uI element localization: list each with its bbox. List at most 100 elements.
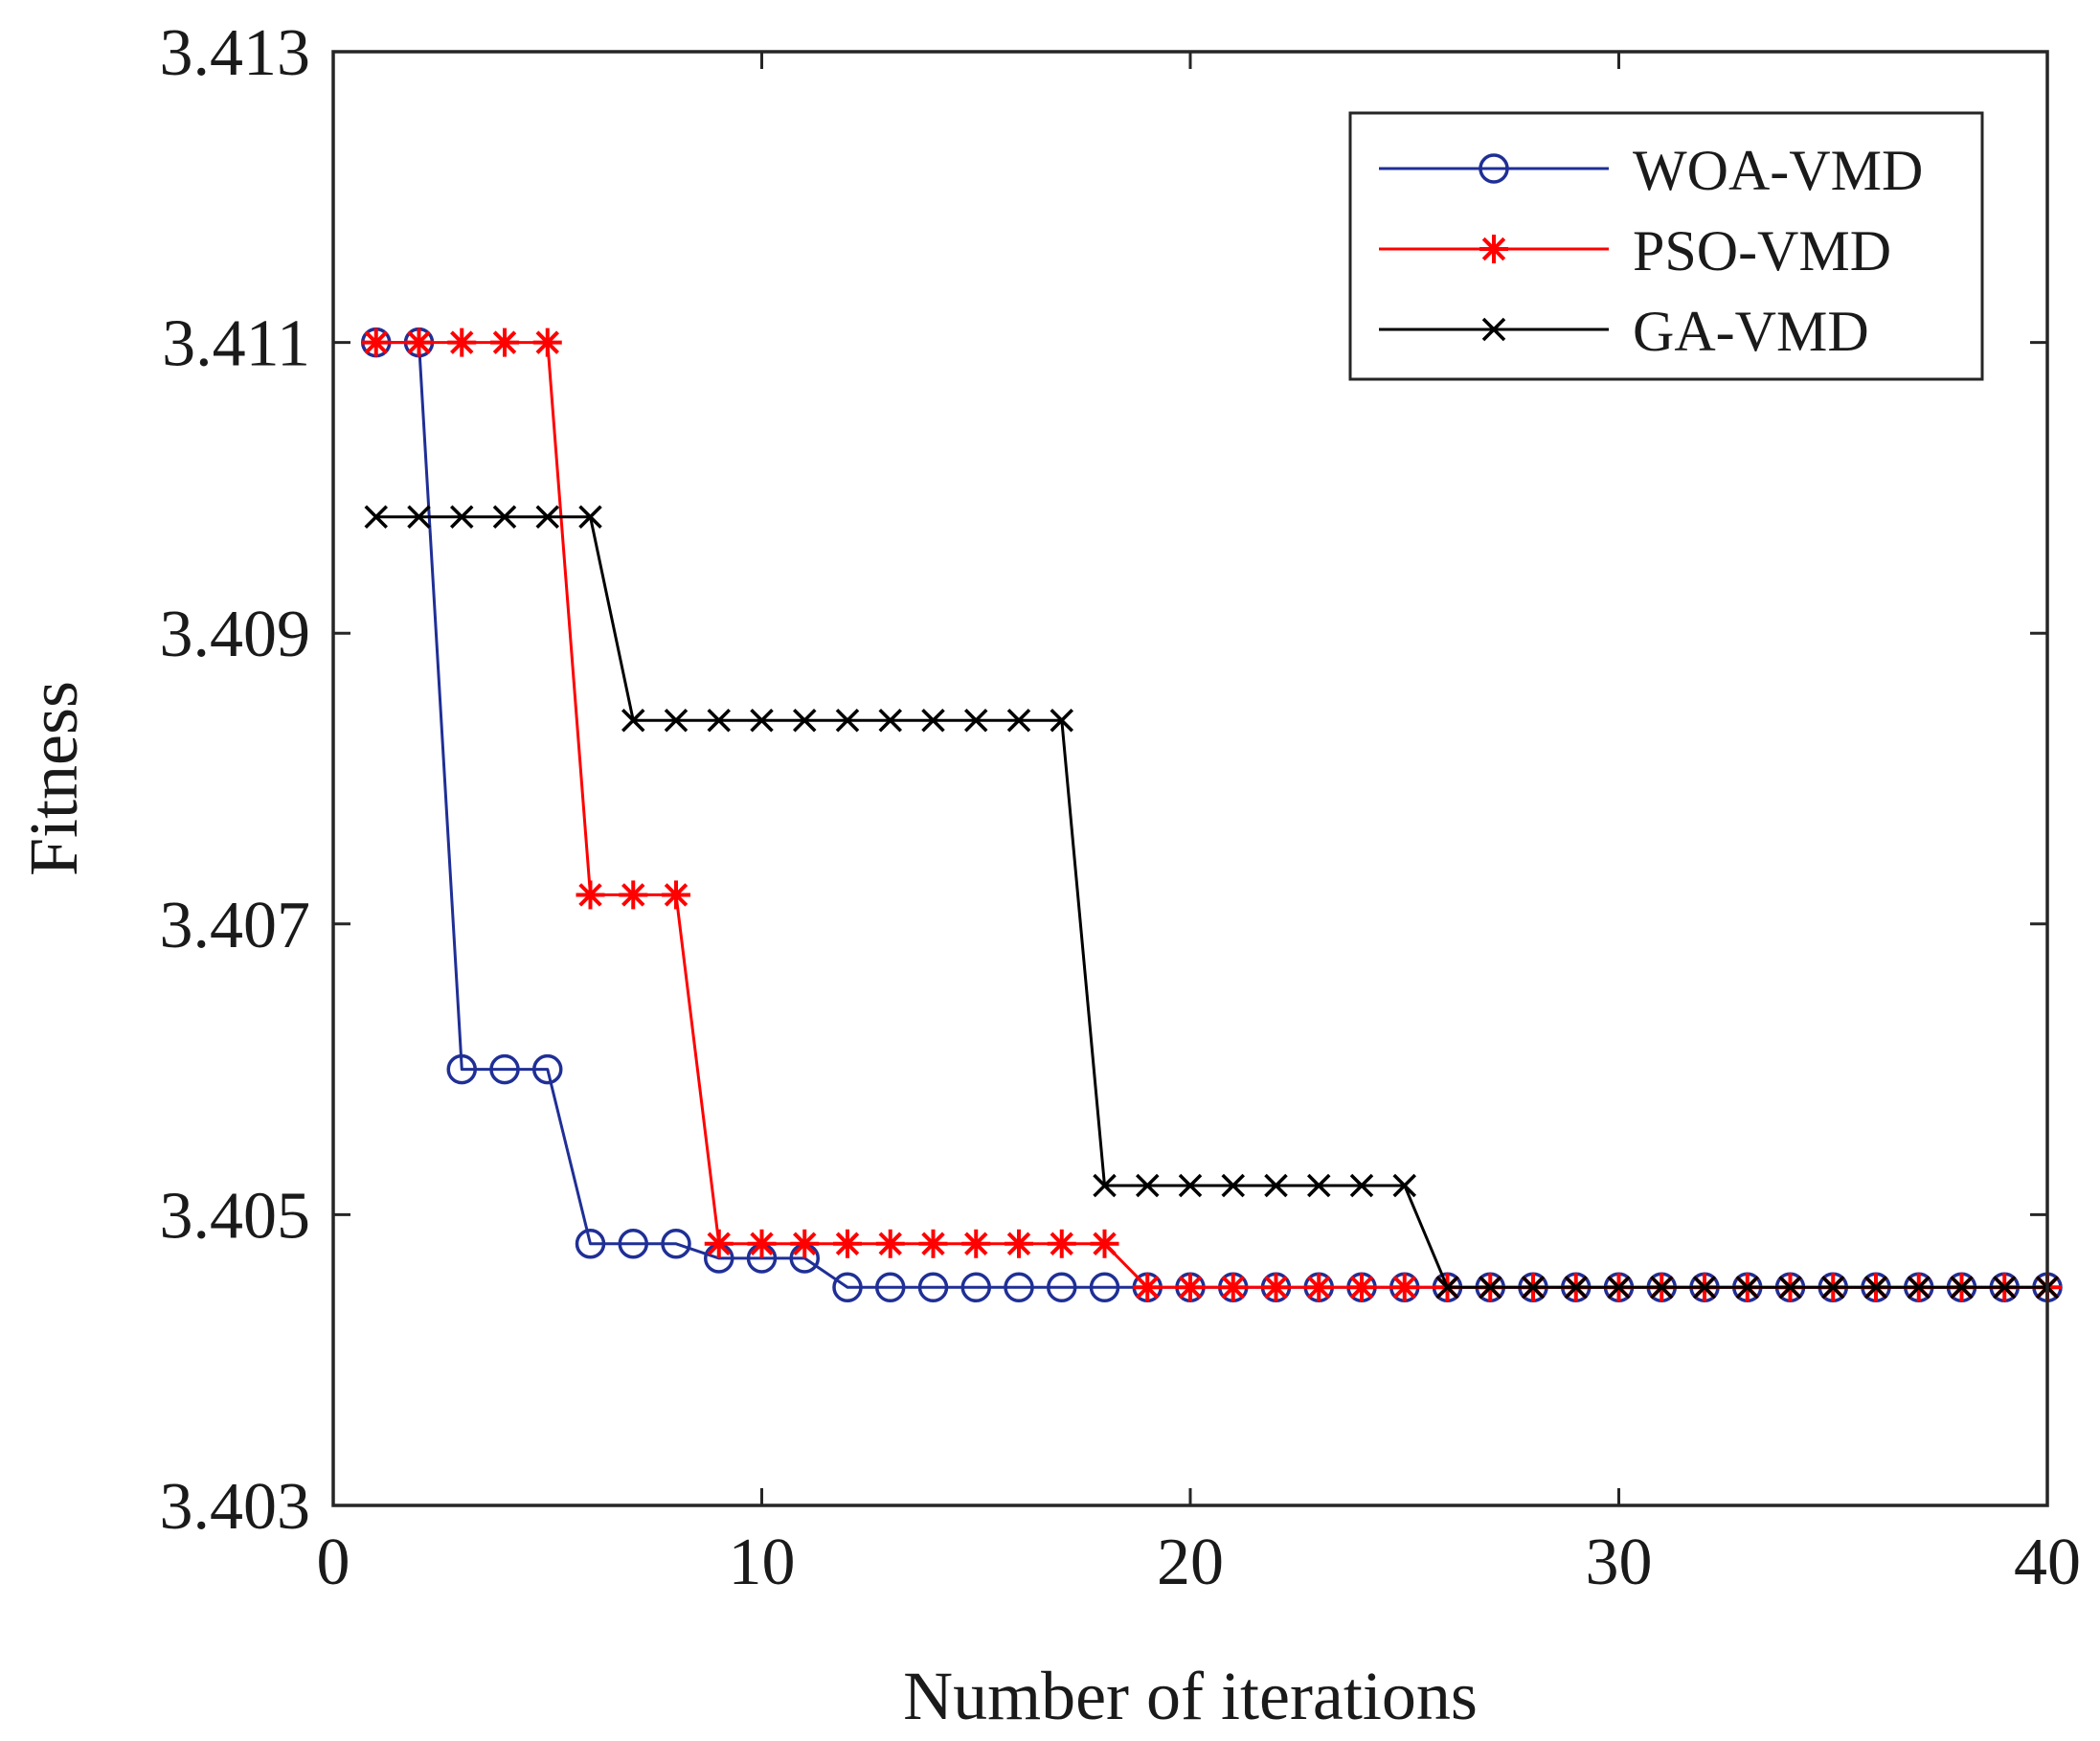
point-ga-vmd-3 xyxy=(450,505,474,529)
point-pso-vmd-4 xyxy=(490,328,519,357)
point-ga-vmd-7 xyxy=(621,709,645,733)
point-woa-vmd-4 xyxy=(489,1053,520,1085)
point-ga-vmd-19 xyxy=(1136,1173,1160,1198)
point-ga-vmd-1 xyxy=(364,505,388,529)
point-woa-vmd-14 xyxy=(917,1272,949,1303)
point-woa-vmd-8 xyxy=(661,1229,691,1259)
point-ga-vmd-37 xyxy=(1907,1276,1931,1300)
point-ga-vmd-36 xyxy=(1863,1276,1888,1300)
point-ga-vmd-35 xyxy=(1821,1276,1845,1300)
legend-marker-woa-vmd xyxy=(1479,153,1509,184)
point-ga-vmd-32 xyxy=(1692,1276,1717,1300)
legend-box xyxy=(1348,111,1984,381)
point-ga-vmd-31 xyxy=(1650,1276,1674,1300)
point-ga-vmd-18 xyxy=(1093,1173,1117,1198)
y-tick-label-1: 3.405 xyxy=(160,1179,311,1253)
point-ga-vmd-8 xyxy=(664,709,689,733)
point-pso-vmd-14 xyxy=(918,1229,948,1258)
point-pso-vmd-8 xyxy=(662,880,690,910)
legend-samples xyxy=(1379,153,1609,342)
point-woa-vmd-6 xyxy=(575,1229,606,1259)
y-tick-label-5: 3.413 xyxy=(160,16,311,90)
point-pso-vmd-7 xyxy=(619,880,648,910)
point-ga-vmd-38 xyxy=(1950,1276,1974,1300)
point-ga-vmd-6 xyxy=(578,505,602,529)
point-pso-vmd-12 xyxy=(833,1229,862,1258)
point-woa-vmd-18 xyxy=(1089,1272,1120,1303)
point-ga-vmd-2 xyxy=(407,505,431,529)
point-woa-vmd-16 xyxy=(1004,1272,1034,1303)
point-pso-vmd-1 xyxy=(361,328,391,357)
point-pso-vmd-23 xyxy=(1304,1273,1334,1302)
point-pso-vmd-9 xyxy=(704,1229,734,1258)
point-ga-vmd-30 xyxy=(1607,1276,1631,1300)
point-ga-vmd-12 xyxy=(835,709,860,733)
point-ga-vmd-9 xyxy=(707,709,731,733)
x-tick-label-4: 40 xyxy=(2014,1526,2081,1599)
y-tick-label-0: 3.403 xyxy=(160,1470,311,1544)
point-pso-vmd-15 xyxy=(961,1229,991,1258)
point-pso-vmd-17 xyxy=(1047,1229,1076,1258)
x-tick-label-3: 30 xyxy=(1586,1526,1653,1599)
point-ga-vmd-27 xyxy=(1479,1276,1502,1300)
point-pso-vmd-21 xyxy=(1218,1273,1248,1302)
legend-label-woa-vmd: WOA-VMD xyxy=(1633,139,1923,202)
point-pso-vmd-20 xyxy=(1176,1273,1205,1302)
legend-label-ga-vmd: GA-VMD xyxy=(1633,300,1869,363)
point-pso-vmd-2 xyxy=(404,328,434,357)
point-ga-vmd-5 xyxy=(535,505,559,529)
point-pso-vmd-25 xyxy=(1389,1273,1419,1302)
x-tick-label-0: 0 xyxy=(317,1526,350,1599)
point-ga-vmd-10 xyxy=(750,709,774,733)
legend: WOA-VMD PSO-VMD GA-VMD xyxy=(1348,111,1984,381)
point-pso-vmd-18 xyxy=(1090,1229,1119,1258)
point-woa-vmd-17 xyxy=(1047,1272,1077,1303)
point-woa-vmd-15 xyxy=(960,1272,991,1303)
point-woa-vmd-12 xyxy=(832,1272,863,1303)
point-ga-vmd-21 xyxy=(1221,1173,1245,1198)
x-axis-label: Number of iterations xyxy=(903,1658,1478,1734)
point-pso-vmd-5 xyxy=(532,328,562,357)
y-tick-label-4: 3.411 xyxy=(162,307,310,381)
point-pso-vmd-22 xyxy=(1261,1273,1291,1302)
y-tick-label-3: 3.409 xyxy=(160,598,311,671)
y-axis-label: Fitness xyxy=(15,681,92,876)
point-ga-vmd-14 xyxy=(921,709,945,733)
point-ga-vmd-22 xyxy=(1264,1173,1288,1198)
legend-marker-ga-vmd xyxy=(1481,317,1506,342)
point-ga-vmd-28 xyxy=(1521,1276,1546,1300)
point-ga-vmd-17 xyxy=(1050,709,1073,733)
point-ga-vmd-39 xyxy=(1993,1276,2017,1300)
point-pso-vmd-6 xyxy=(576,880,605,910)
series-ga-vmd xyxy=(364,505,2060,1300)
point-pso-vmd-19 xyxy=(1133,1273,1163,1302)
series-layer xyxy=(361,327,2063,1303)
point-ga-vmd-29 xyxy=(1564,1276,1588,1300)
point-pso-vmd-10 xyxy=(747,1229,777,1258)
point-ga-vmd-34 xyxy=(1778,1276,1802,1300)
point-woa-vmd-5 xyxy=(532,1053,563,1085)
point-ga-vmd-15 xyxy=(964,709,988,733)
point-woa-vmd-7 xyxy=(618,1229,648,1259)
x-tick-label-2: 20 xyxy=(1157,1526,1224,1599)
point-ga-vmd-13 xyxy=(878,709,902,733)
point-pso-vmd-16 xyxy=(1005,1229,1033,1258)
point-ga-vmd-16 xyxy=(1006,709,1031,733)
x-tick-label-1: 10 xyxy=(729,1526,796,1599)
point-pso-vmd-13 xyxy=(875,1229,905,1258)
legend-marker-pso-vmd xyxy=(1479,235,1508,263)
tick-labels: 0 10 20 30 40 3.403 3.405 3.407 3.409 3.411 3.413 xyxy=(160,16,2082,1599)
point-pso-vmd-24 xyxy=(1347,1273,1376,1302)
series-line-ga-vmd xyxy=(375,515,2047,1289)
point-ga-vmd-23 xyxy=(1307,1173,1331,1198)
point-pso-vmd-11 xyxy=(790,1229,820,1258)
point-ga-vmd-26 xyxy=(1435,1276,1459,1300)
y-tick-label-2: 3.407 xyxy=(160,889,311,962)
point-ga-vmd-24 xyxy=(1349,1173,1374,1198)
legend-label-pso-vmd: PSO-VMD xyxy=(1633,219,1891,283)
point-ga-vmd-33 xyxy=(1735,1276,1759,1300)
plot-frame xyxy=(331,50,2049,1507)
point-woa-vmd-13 xyxy=(875,1272,906,1303)
point-ga-vmd-11 xyxy=(793,709,817,733)
